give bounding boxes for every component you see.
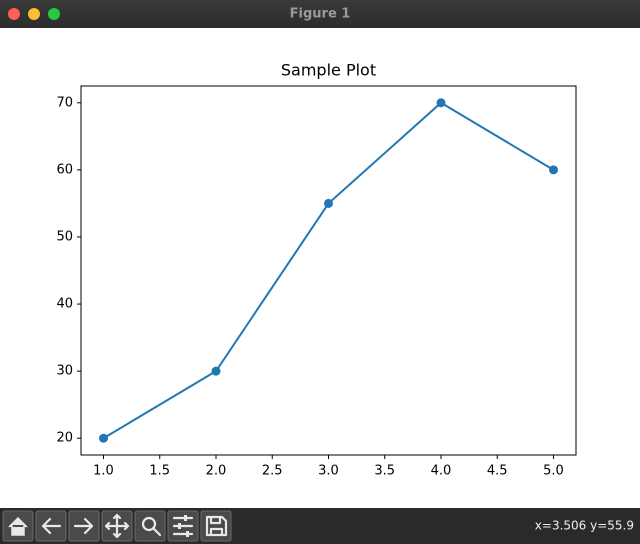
home-button[interactable]: [2, 510, 34, 542]
pan-button[interactable]: [101, 510, 133, 542]
save-button[interactable]: [200, 510, 232, 542]
configure-button[interactable]: [167, 510, 199, 542]
figure: [0, 28, 640, 508]
x-tick-label: 4.0: [431, 464, 452, 479]
data-point: [549, 165, 558, 175]
axes-frame: [80, 85, 577, 456]
forward-button[interactable]: [68, 510, 100, 542]
plot: Sample Plot 20 30 40 50 60 70 1.0 1.5 2.0 2.5 3.0 3.…: [56, 61, 577, 479]
y-tick-label: 40: [56, 297, 73, 312]
x-tick-label: 1.5: [149, 464, 170, 479]
x-tick-label: 3.5: [374, 464, 395, 479]
x-tick-label: 2.5: [262, 464, 283, 479]
data-point: [324, 198, 333, 208]
chart-title: Sample Plot: [281, 61, 376, 80]
close-button[interactable]: [8, 8, 20, 20]
y-tick-label: 70: [56, 95, 73, 110]
title-bar: [0, 0, 640, 28]
data-point: [436, 98, 446, 108]
cursor-status: x=3.506 y=55.9: [535, 519, 634, 533]
window-title: Figure 1: [290, 7, 351, 22]
y-tick-label: 60: [56, 162, 73, 177]
zoom-tool-button[interactable]: [134, 510, 166, 542]
zoom-button[interactable]: [48, 8, 60, 20]
y-tick-label: 50: [56, 229, 73, 244]
x-tick-label: 3.0: [318, 464, 339, 479]
x-tick-label: 1.0: [93, 464, 114, 479]
minimize-button[interactable]: [28, 8, 40, 20]
data-point: [211, 366, 221, 376]
x-tick-label: 5.0: [543, 464, 564, 479]
y-tick-label: 20: [56, 431, 73, 446]
back-button[interactable]: [35, 510, 67, 542]
x-tick-label: 4.5: [487, 464, 508, 479]
data-point: [99, 433, 108, 443]
y-tick-label: 30: [56, 364, 73, 379]
x-tick-label: 2.0: [206, 464, 227, 479]
